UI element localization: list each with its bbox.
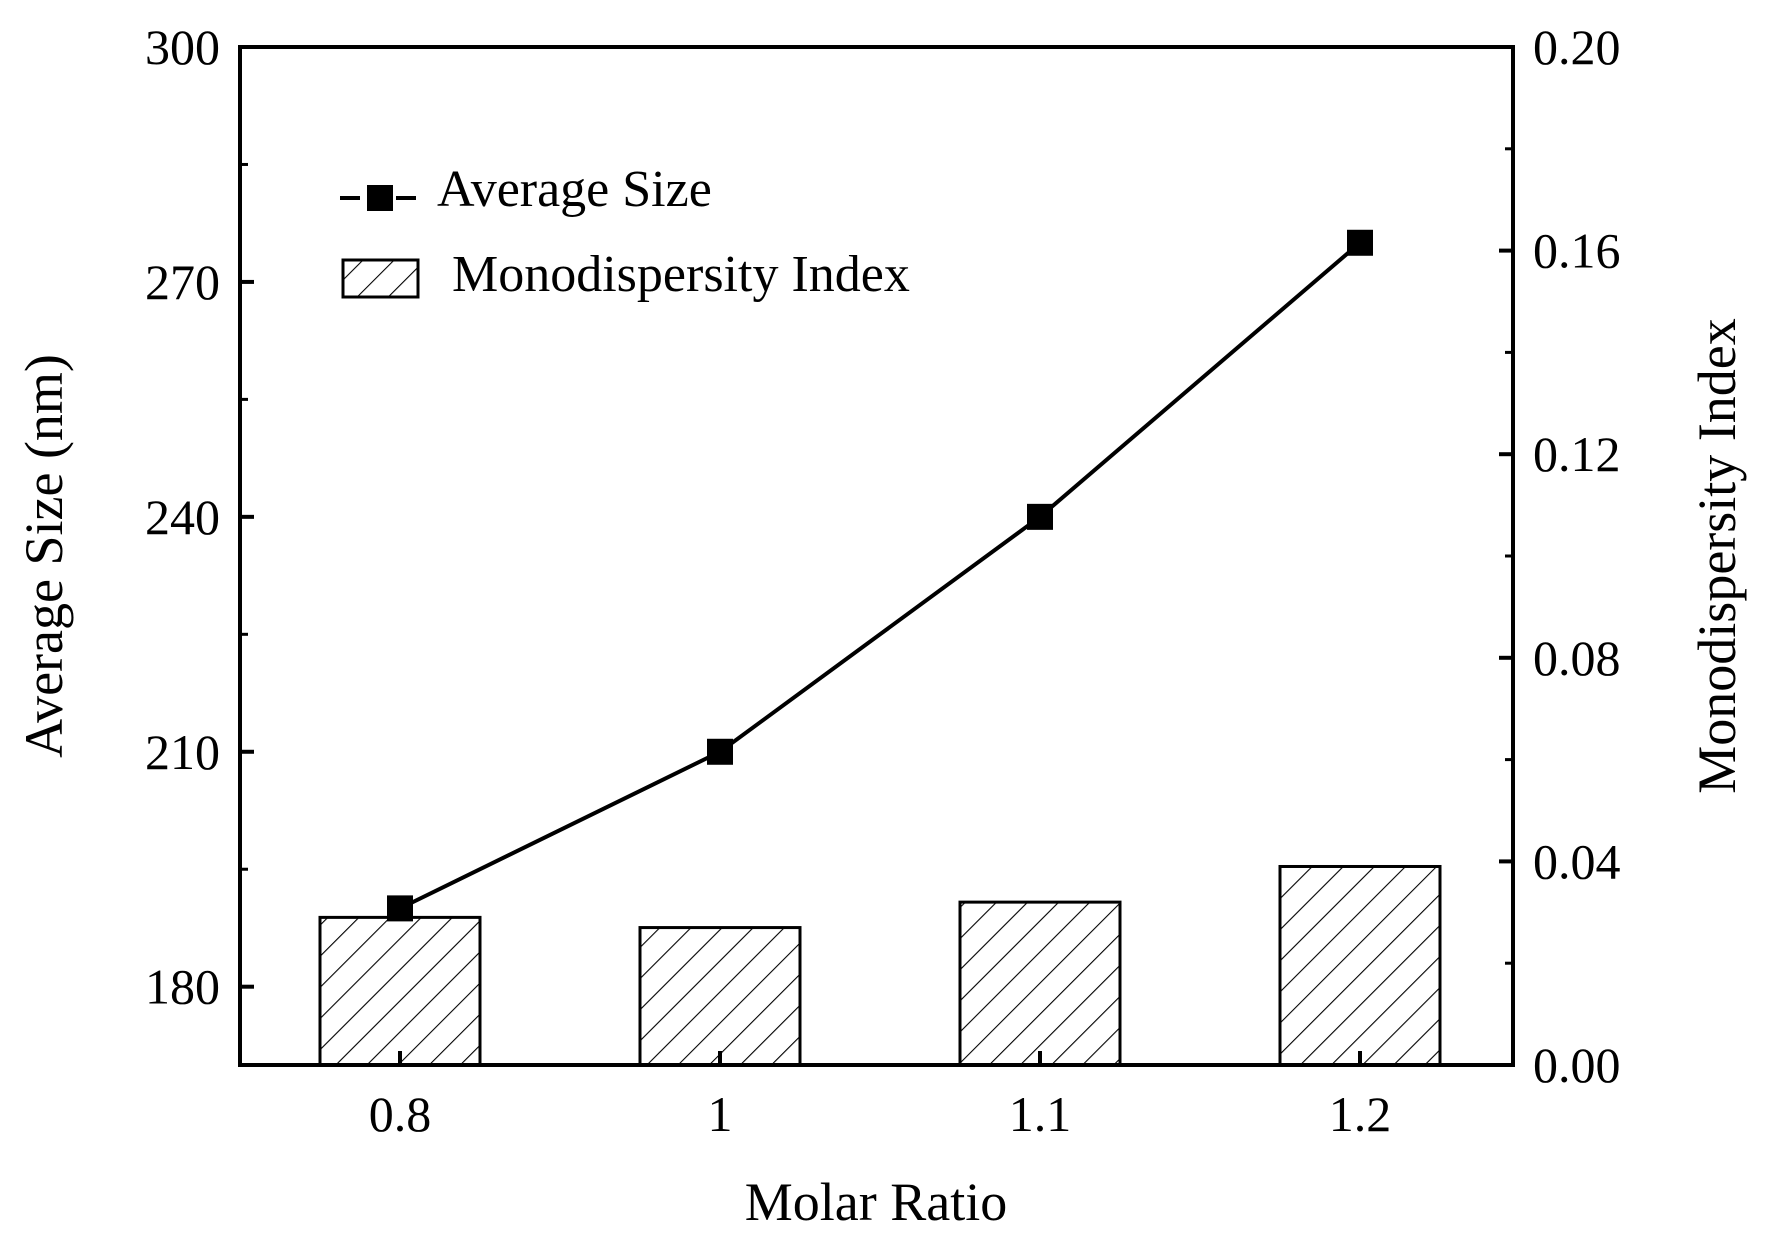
x-tick-label: 0.8 [369,1086,432,1142]
bars-layer [318,864,1442,1067]
right-tick-label: 0.00 [1533,1037,1621,1093]
legend: Average Size Monodispersity Index [340,161,910,303]
left-axis: 180 210 240 270 300 [145,19,254,1015]
right-tick-label: 0.04 [1533,833,1621,889]
average-size-point-0-8 [387,895,413,922]
x-tick-label: 1 [708,1086,733,1142]
x-tick-label: 1.1 [1009,1086,1072,1142]
right-tick-label: 0.20 [1533,19,1621,75]
left-tick-label: 210 [145,724,220,780]
legend-bar-swatch [341,258,420,299]
average-size-line [399,241,1362,911]
x-axis: 0.8 1 1.1 1.2 [369,1051,1392,1142]
x-tick-label: 1.2 [1329,1086,1392,1142]
legend-label-average-size: Average Size [437,161,712,218]
left-tick-label: 270 [145,254,220,310]
left-tick-label: 300 [145,19,220,75]
y2-axis-title: Monodispersity Index [1687,318,1747,793]
average-size-point-1-2 [1347,229,1373,256]
bar-1-1 [958,900,1122,1067]
average-size-point-1-1 [1027,503,1053,530]
right-tick-label: 0.08 [1533,630,1621,686]
average-size-point-1 [707,738,733,765]
line-layer [387,229,1373,922]
right-axis: 0.00 0.04 0.08 0.12 0.16 0.20 [1499,19,1621,1093]
bar-0-8 [318,915,482,1067]
y-axis-title: Average Size (nm) [14,354,74,758]
left-tick-label: 240 [145,489,220,545]
bar-1 [638,926,802,1067]
right-tick-label: 0.12 [1533,426,1621,482]
legend-label-monodispersity-index: Monodispersity Index [452,246,910,303]
bar-1-2 [1278,864,1442,1067]
right-tick-label: 0.16 [1533,223,1621,279]
x-axis-title: Molar Ratio [745,1172,1007,1232]
left-tick-label: 180 [145,959,220,1015]
legend-line-swatch [340,185,420,211]
